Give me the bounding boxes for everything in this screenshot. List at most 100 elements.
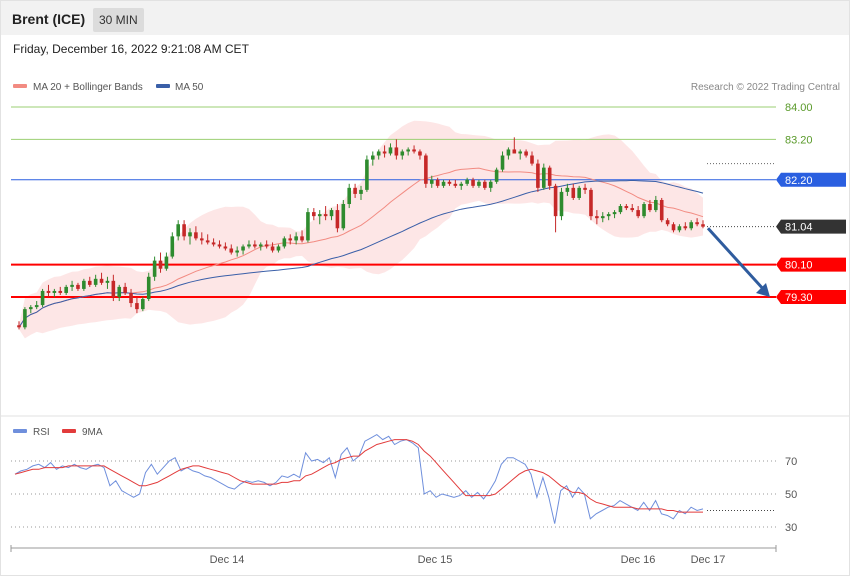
- candle: [518, 149, 523, 160]
- candle-body: [506, 149, 511, 156]
- candle: [158, 252, 163, 273]
- candle-body: [247, 244, 251, 247]
- candle-body: [270, 246, 275, 251]
- candle: [82, 278, 86, 291]
- candle: [536, 159, 540, 192]
- candle-body: [223, 246, 228, 249]
- candle-body: [141, 299, 145, 310]
- candle-body: [518, 151, 523, 154]
- candle: [312, 208, 316, 221]
- candle: [447, 179, 452, 186]
- candle: [530, 151, 534, 166]
- candle-body: [58, 290, 63, 293]
- candle-body: [465, 179, 469, 184]
- candle-body: [447, 181, 452, 184]
- candle: [99, 272, 104, 285]
- candle-body: [52, 290, 57, 293]
- candle-body: [370, 155, 375, 160]
- candle-body: [194, 232, 198, 239]
- candle: [424, 153, 428, 188]
- forecast-arrow-layer: [706, 227, 770, 297]
- candle: [636, 206, 640, 219]
- rsi-tick-50: 50: [785, 489, 797, 501]
- candle: [689, 220, 694, 231]
- candle-body: [701, 224, 705, 227]
- candle-body: [135, 303, 139, 310]
- timeframe-badge[interactable]: 30 MIN: [93, 8, 144, 32]
- candle-body: [99, 278, 104, 283]
- candle: [229, 244, 234, 255]
- candle-body: [276, 246, 281, 251]
- candle-body: [93, 278, 98, 285]
- candle: [441, 179, 446, 188]
- candle: [93, 274, 98, 287]
- ma20-legend-label: MA 20 + Bollinger Bands: [33, 82, 143, 93]
- candle-body: [671, 224, 676, 231]
- candle: [264, 240, 269, 249]
- candle-body: [400, 151, 405, 156]
- candle-body: [630, 208, 635, 211]
- candle-body: [477, 181, 481, 186]
- candle: [253, 240, 257, 249]
- candle: [359, 185, 363, 200]
- candle: [506, 147, 511, 160]
- candle-body: [388, 147, 393, 154]
- candle: [577, 185, 581, 200]
- x-tick-label: Dec 17: [691, 554, 726, 566]
- symbol-title: Brent (ICE): [12, 11, 86, 27]
- candle: [453, 179, 458, 188]
- candle: [541, 163, 546, 190]
- candle: [471, 177, 475, 188]
- candle-body: [17, 325, 21, 328]
- candle-body: [453, 183, 458, 186]
- candle: [76, 282, 80, 291]
- candle-body: [494, 169, 499, 182]
- candle: [205, 234, 210, 245]
- candle: [624, 204, 629, 211]
- rsi-ma-legend-label: 9MA: [82, 427, 103, 438]
- candle: [559, 187, 564, 221]
- candle-body: [547, 167, 552, 186]
- candle: [376, 149, 381, 160]
- candle: [176, 220, 181, 241]
- candle-body: [241, 246, 245, 251]
- candle: [618, 204, 623, 215]
- bollinger-band-layer: [19, 120, 703, 339]
- level-label-80.10: 80.10: [785, 260, 813, 272]
- candle: [659, 197, 664, 223]
- candle-body: [571, 187, 576, 198]
- candle-body: [559, 191, 564, 217]
- candle-body: [642, 204, 646, 217]
- candle-body: [117, 286, 122, 297]
- candle: [64, 284, 68, 295]
- candle-body: [111, 280, 116, 297]
- rsi-ma-line: [14, 439, 703, 513]
- candle: [571, 183, 576, 200]
- candlestick-layer: [17, 137, 705, 330]
- candle: [123, 282, 127, 295]
- candle-body: [654, 199, 658, 211]
- candle-body: [323, 214, 328, 217]
- candle-body: [258, 244, 263, 247]
- candle-body: [335, 210, 340, 229]
- timestamp: Friday, December 16, 2022 9:21:08 AM CET: [13, 42, 249, 56]
- candle: [547, 165, 552, 190]
- candle: [583, 183, 587, 194]
- candle: [52, 288, 57, 297]
- ma20-legend-swatch: [13, 84, 27, 88]
- candle: [241, 244, 245, 255]
- rsi-ma-legend-swatch: [62, 429, 76, 433]
- candle: [146, 272, 151, 302]
- level-label-83.20: 83.20: [785, 134, 813, 146]
- candle-body: [164, 256, 169, 269]
- candle: [235, 246, 239, 257]
- candle-body: [70, 284, 74, 287]
- candle: [671, 222, 676, 233]
- candle: [34, 301, 39, 310]
- x-tick-label: Dec 14: [210, 554, 245, 566]
- rsi-legend-label: RSI: [33, 427, 50, 438]
- candle: [199, 232, 204, 245]
- candle: [182, 220, 186, 241]
- candle: [600, 212, 605, 223]
- candle: [459, 181, 464, 190]
